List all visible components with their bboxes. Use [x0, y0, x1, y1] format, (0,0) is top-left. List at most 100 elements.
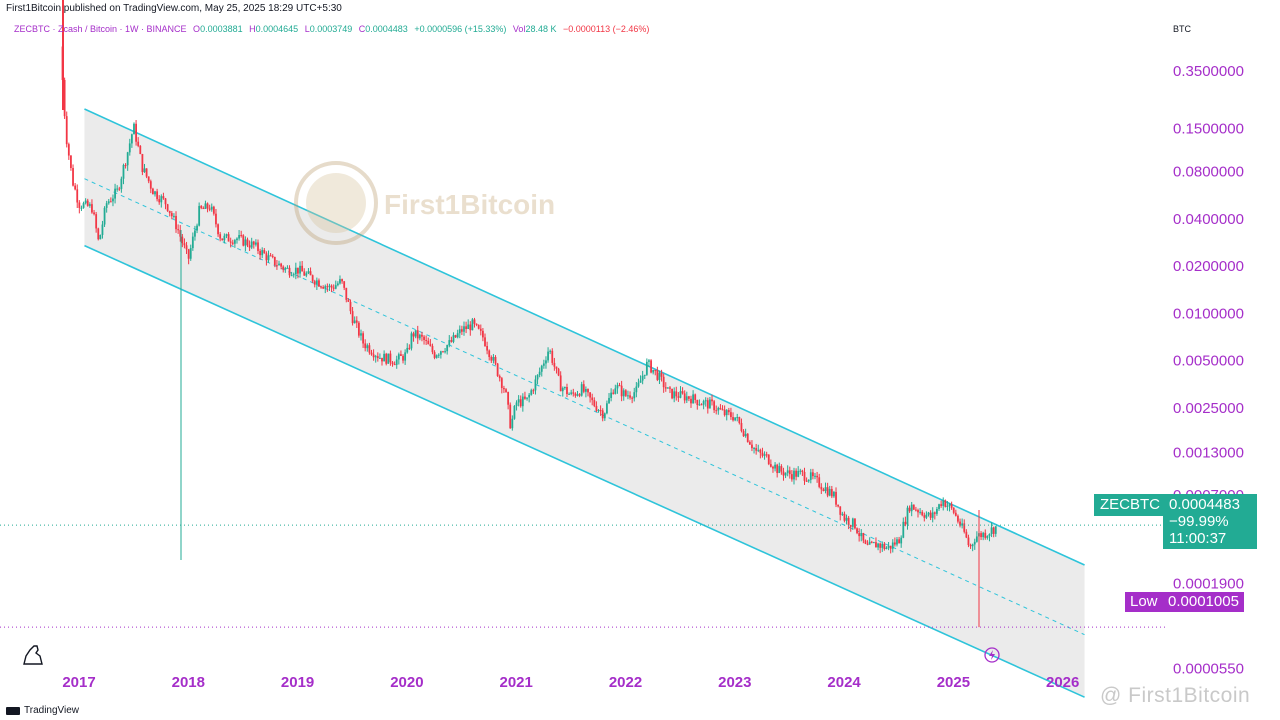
candle-body [872, 542, 875, 544]
candle-body [423, 336, 425, 340]
candle-body [421, 334, 423, 337]
candle-body [610, 392, 613, 398]
candle-body [473, 319, 476, 324]
candle-body [145, 168, 148, 177]
x-axis-label: 2025 [937, 674, 970, 691]
y-axis-label: 0.0050000 [1173, 353, 1244, 370]
candle-body [915, 509, 917, 511]
candle-body [156, 191, 159, 200]
candle-body [553, 362, 556, 367]
candle-body [112, 198, 114, 202]
candle-body [717, 407, 720, 411]
channel-lower-line[interactable] [84, 244, 1085, 698]
candle-body [465, 326, 467, 330]
candle-body [828, 489, 831, 496]
candle-body [469, 324, 472, 331]
candle-body [252, 241, 255, 245]
candle-body [622, 390, 625, 397]
candle-body [74, 185, 77, 190]
candle-body [147, 176, 150, 182]
candle-body [416, 330, 419, 339]
tradingview-brand[interactable]: TradingView [6, 705, 79, 716]
candle-body [91, 204, 93, 213]
candle-body [231, 242, 234, 244]
candle-body [393, 364, 396, 366]
candle-body [322, 286, 325, 289]
candle-body [120, 178, 123, 189]
candle-body [154, 191, 156, 195]
candle-body [988, 534, 991, 537]
open-value: 0.0003881 [200, 24, 243, 34]
candle-body [685, 396, 688, 401]
channel-upper-line[interactable] [84, 108, 1085, 566]
candle-body [368, 345, 371, 353]
candle-body [187, 249, 190, 259]
candle-body [185, 245, 188, 250]
candle-body [458, 329, 461, 334]
candle-body [652, 369, 655, 373]
candle-body [385, 353, 388, 364]
candle-body [624, 390, 627, 396]
candle-body [389, 353, 392, 363]
candle-body [744, 433, 747, 437]
candle-body [961, 523, 964, 526]
candle-body [816, 475, 819, 478]
channel-mid-line[interactable] [84, 178, 1085, 636]
candle-body [496, 363, 499, 376]
chart-owner-icon[interactable] [23, 645, 43, 665]
candle-body [76, 189, 79, 203]
x-axis-label: 2019 [281, 674, 314, 691]
candle-body [637, 382, 640, 387]
low-value: 0.0003749 [309, 24, 353, 34]
candle-body [261, 250, 264, 256]
last-price-tag: 0.0004483 −99.99% 11:00:37 [1163, 494, 1257, 549]
candle-body [576, 394, 579, 396]
candle-body [223, 235, 226, 241]
candle-body [799, 470, 802, 472]
candle-body [864, 540, 867, 544]
candle-body [114, 188, 116, 199]
candle-body [135, 123, 137, 142]
candle-body [242, 235, 245, 246]
candle-body [250, 241, 253, 248]
candle-body [555, 366, 558, 369]
candle-body [870, 541, 873, 543]
candle-body [753, 448, 755, 450]
candle-body [267, 255, 270, 261]
candle-body [173, 215, 175, 217]
candle-body [286, 267, 289, 269]
candle-body [795, 470, 797, 477]
candle-body [801, 470, 804, 472]
candle-body [917, 510, 919, 513]
symbol-description[interactable]: ZECBTC · Zcash / Bitcoin · 1W · BINANCE [14, 24, 187, 34]
candle-body [902, 521, 905, 538]
candle-body [616, 385, 619, 389]
candle-body [341, 279, 343, 282]
candle-body [898, 539, 900, 544]
candle-body [694, 394, 697, 401]
candle-body [383, 353, 386, 362]
candle-body [812, 472, 814, 477]
candle-body [292, 274, 295, 276]
candle-body [534, 379, 537, 391]
candle-body [137, 141, 140, 146]
candle-body [820, 486, 823, 490]
candle-body [557, 368, 560, 376]
candle-body [965, 531, 968, 538]
candle-body [807, 479, 810, 482]
candle-body [835, 491, 837, 505]
candle-body [444, 351, 446, 353]
candle-body [376, 356, 379, 359]
candle-body [833, 491, 835, 497]
candle-body [950, 504, 953, 508]
candle-body [969, 545, 972, 547]
candle-body [381, 357, 383, 362]
candle-body [269, 255, 272, 257]
lightning-icon[interactable] [984, 647, 1000, 663]
candle-body [559, 375, 562, 392]
high-value: 0.0004645 [255, 24, 299, 34]
candle-body [305, 273, 308, 276]
candle-body [372, 354, 375, 358]
candle-body [166, 204, 169, 211]
